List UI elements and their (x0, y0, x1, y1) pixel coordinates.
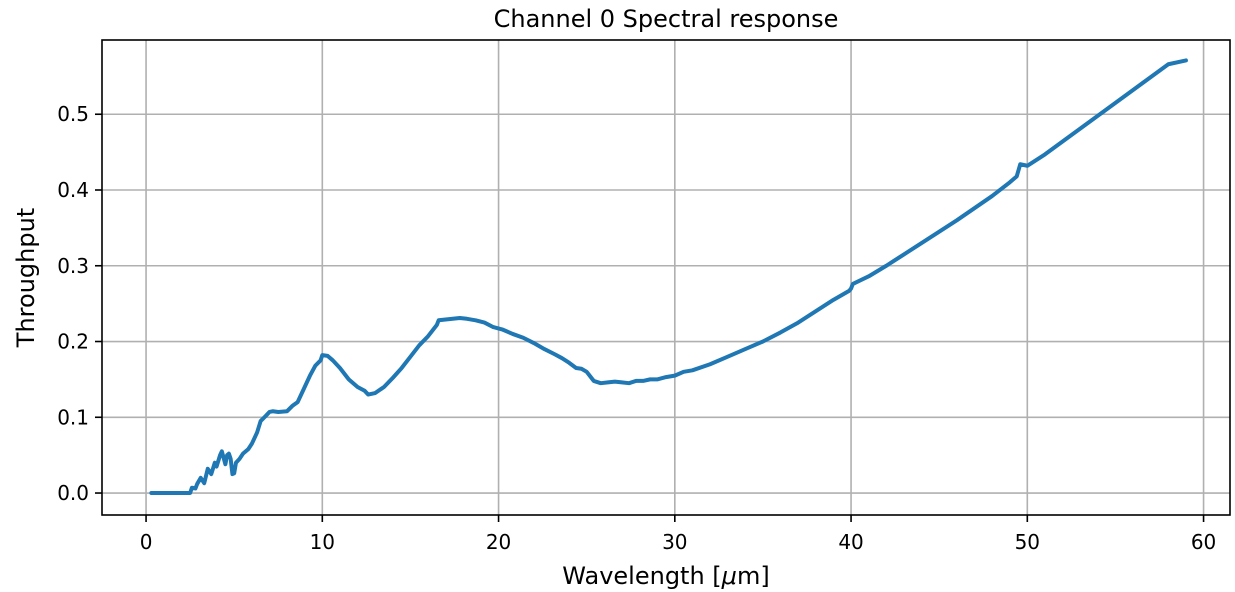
x-tick-label: 30 (662, 530, 687, 554)
x-tick-label: 60 (1191, 530, 1216, 554)
series-layer (149, 58, 1188, 496)
grid-lines (102, 40, 1230, 515)
throughput-series-line (149, 58, 1188, 496)
x-axis-label: Wavelength [μm] (562, 562, 769, 590)
x-axis-label-mu: μ (721, 562, 737, 590)
x-tick-label: 20 (486, 530, 511, 554)
y-tick-label: 0.1 (57, 405, 89, 429)
y-tick-label: 0.5 (57, 102, 89, 126)
y-tick-label: 0.4 (57, 178, 89, 202)
x-axis-ticks: 0 10 20 30 40 50 60 (140, 515, 1216, 554)
x-tick-label: 50 (1015, 530, 1040, 554)
x-tick-label: 0 (140, 530, 153, 554)
x-tick-label: 40 (838, 530, 863, 554)
y-tick-label: 0.2 (57, 330, 89, 354)
x-axis-label-suffix: m] (737, 562, 770, 590)
x-tick-label: 10 (310, 530, 335, 554)
x-axis-label-prefix: Wavelength [ (562, 562, 721, 590)
y-axis-label: Throughput (12, 208, 40, 348)
y-tick-label: 0.3 (57, 254, 89, 278)
plot-frame (101, 39, 1231, 516)
y-axis-ticks: 0.0 0.1 0.2 0.3 0.4 0.5 (57, 102, 102, 505)
chart-title: Channel 0 Spectral response (494, 5, 839, 33)
y-tick-label: 0.0 (57, 481, 89, 505)
